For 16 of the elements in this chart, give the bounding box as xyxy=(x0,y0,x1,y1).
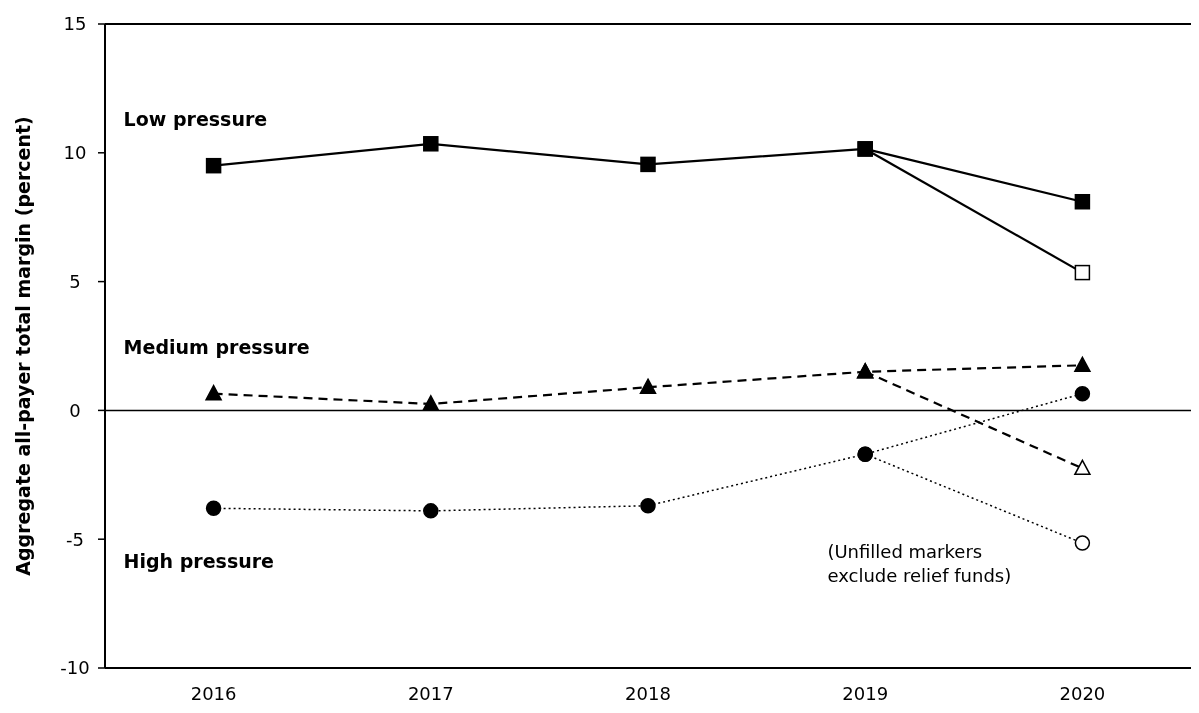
x-tick-label: 2019 xyxy=(842,683,889,704)
y-tick-label: 5 xyxy=(69,270,81,292)
x-tick-label: 2017 xyxy=(407,683,454,704)
y-tick-label: 0 xyxy=(69,399,81,421)
y-tick-label: -5 xyxy=(66,528,84,550)
x-tick-label: 2016 xyxy=(190,683,237,704)
text: High pressure xyxy=(123,550,275,573)
annotation: (Unfilled markers exclude relief funds) xyxy=(827,541,1012,586)
y-tick-label: 10 xyxy=(63,142,87,164)
text: Medium pressure xyxy=(123,335,310,358)
series-label: Low pressure xyxy=(123,107,268,130)
y-tick-label: 15 xyxy=(63,13,87,35)
x-tick-label: 2020 xyxy=(1059,683,1106,704)
y-tick-label: -10 xyxy=(60,657,90,679)
y-axis-title: Aggregate all-payer total margin (percent) xyxy=(12,116,34,576)
x-tick-label: 2018 xyxy=(625,683,671,704)
